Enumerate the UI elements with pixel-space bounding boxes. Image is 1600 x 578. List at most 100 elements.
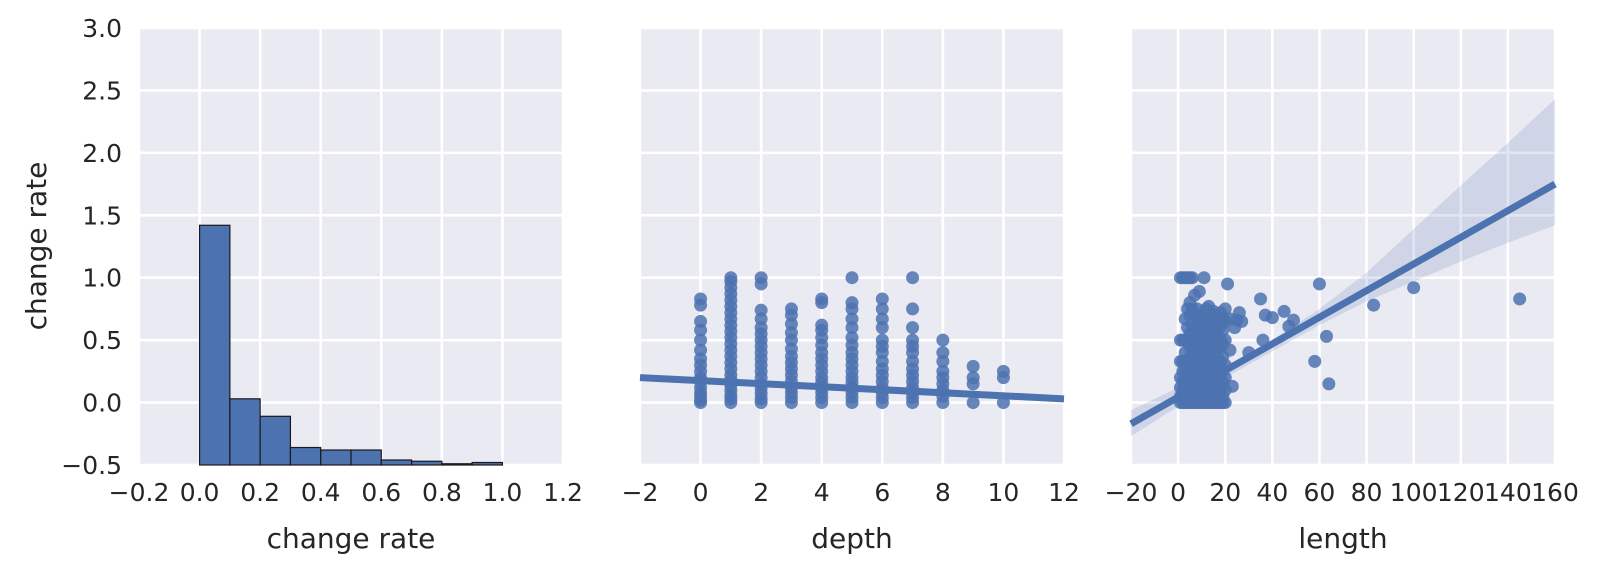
- histogram-bars: [198, 224, 504, 466]
- histogram-bar: [410, 460, 443, 466]
- x-tick-label: 80: [1351, 478, 1383, 507]
- y-tick-label: 1.5: [82, 201, 122, 230]
- x-tick-label: 1.0: [483, 478, 523, 507]
- y-axis-label: change rate: [20, 162, 53, 331]
- x-tick-label: 8: [935, 478, 951, 507]
- x-tick-label: 0: [1170, 478, 1186, 507]
- scatter-point: [996, 364, 1010, 378]
- scatter-point: [875, 333, 889, 347]
- regression-line: [1129, 181, 1557, 427]
- scatter-point: [875, 292, 889, 306]
- scatter-point: [1235, 314, 1249, 328]
- histogram-bar: [229, 398, 261, 466]
- scatter-point: [1277, 304, 1291, 318]
- x-axis-label: length: [1298, 522, 1387, 555]
- scatter-point: [1308, 354, 1322, 368]
- x-axis-label: depth: [811, 522, 893, 555]
- scatter-point: [875, 312, 889, 326]
- scatter-point: [815, 318, 829, 332]
- histogram-bar: [441, 463, 473, 466]
- x-tick-label: 12: [1048, 478, 1080, 507]
- histogram-bar: [320, 449, 352, 466]
- y-tick-label: −0.5: [61, 451, 122, 480]
- scatter-point: [966, 359, 980, 373]
- scatter-points: [1173, 271, 1527, 410]
- x-tick-label: 140: [1484, 478, 1532, 507]
- x-tick-label: 0.4: [301, 478, 341, 507]
- x-tick-label: 4: [814, 478, 830, 507]
- y-tick-label: 0.5: [82, 326, 122, 355]
- scatter-point: [815, 292, 829, 306]
- x-tick-label: 0.8: [422, 478, 462, 507]
- histogram-bar: [350, 449, 382, 466]
- scatter-point: [754, 271, 768, 285]
- scatter-point: [845, 296, 859, 310]
- scatter-point: [1225, 379, 1239, 393]
- scatter-point: [1197, 271, 1211, 285]
- scatter-point: [694, 314, 708, 328]
- x-tick-label: −20: [1105, 478, 1158, 507]
- scatter-point: [1218, 333, 1232, 347]
- scatter-point: [1287, 313, 1301, 327]
- scatter-point: [966, 371, 980, 385]
- x-tick-label: 20: [1209, 478, 1241, 507]
- scatter-point: [1185, 271, 1199, 285]
- x-axis-label: change rate: [267, 522, 436, 555]
- scatter-point: [936, 333, 950, 347]
- scatter-point: [1322, 377, 1336, 391]
- x-tick-label: 10: [988, 478, 1020, 507]
- scatter-point: [1218, 302, 1232, 316]
- scatter-point: [724, 271, 738, 285]
- panel-depth: −2 0 2 4 6 8 10 12 depth: [622, 26, 1080, 555]
- x-tick-labels: −2 0 2 4 6 8 10 12: [622, 478, 1080, 507]
- x-tick-label: 160: [1531, 478, 1579, 507]
- x-tick-label: 6: [874, 478, 890, 507]
- scatter-point: [1367, 298, 1381, 312]
- regression-line: [1129, 181, 1557, 427]
- scatter-point: [906, 321, 920, 335]
- scatter-point: [1265, 311, 1279, 325]
- scatter-point: [1254, 292, 1268, 306]
- scatter-point: [784, 302, 798, 316]
- y-tick-labels: −0.5 0.0 0.5 1.0 1.5 2.0 2.5 3.0: [61, 14, 122, 480]
- scatter-point: [1312, 277, 1326, 291]
- y-tick-label: 3.0: [82, 14, 122, 43]
- x-tick-labels: −20 0 20 40 60 80 100 120 140 160: [1105, 478, 1579, 507]
- y-tick-label: 2.0: [82, 139, 122, 168]
- scatter-point: [906, 271, 920, 285]
- scatter-point: [845, 331, 859, 345]
- regression-line: [639, 374, 1065, 403]
- histogram-bar: [380, 459, 413, 466]
- scatter-point: [694, 343, 708, 357]
- x-tick-label: −0.2: [109, 478, 170, 507]
- histogram-bar: [471, 461, 504, 466]
- x-tick-label: 0.0: [180, 478, 220, 507]
- panel-length: −20 0 20 40 60 80 100 120 140 160 length: [1105, 26, 1579, 555]
- x-tick-label: 0: [693, 478, 709, 507]
- scatter-points: [694, 271, 1010, 410]
- x-tick-label: 60: [1304, 478, 1336, 507]
- x-tick-label: 120: [1437, 478, 1485, 507]
- regression-line: [639, 374, 1065, 403]
- scatter-point: [694, 333, 708, 347]
- panel-change-rate: −0.2 0.0 0.2 0.4 0.6 0.8 1.0 1.2 −0.5 0.0 0.5 1.0 1…: [20, 14, 583, 555]
- scatter-point: [1320, 329, 1334, 343]
- x-tick-label: 0.6: [361, 478, 401, 507]
- scatter-point: [1221, 277, 1235, 291]
- scatter-point: [906, 302, 920, 316]
- x-tick-label: 0.2: [240, 478, 280, 507]
- x-tick-label: 2: [753, 478, 769, 507]
- scatter-point: [1407, 281, 1421, 295]
- x-tick-label: 40: [1256, 478, 1288, 507]
- y-tick-label: 0.0: [82, 389, 122, 418]
- y-tick-label: 2.5: [82, 76, 122, 105]
- scatter-point: [936, 364, 950, 378]
- scatter-point: [875, 302, 889, 316]
- scatter-point: [694, 292, 708, 306]
- histogram-bar: [289, 446, 322, 466]
- scatter-point: [845, 271, 859, 285]
- scatter-point: [1513, 292, 1527, 306]
- scatter-point: [966, 396, 980, 410]
- x-tick-label: 100: [1390, 478, 1438, 507]
- scatter-point: [845, 312, 859, 326]
